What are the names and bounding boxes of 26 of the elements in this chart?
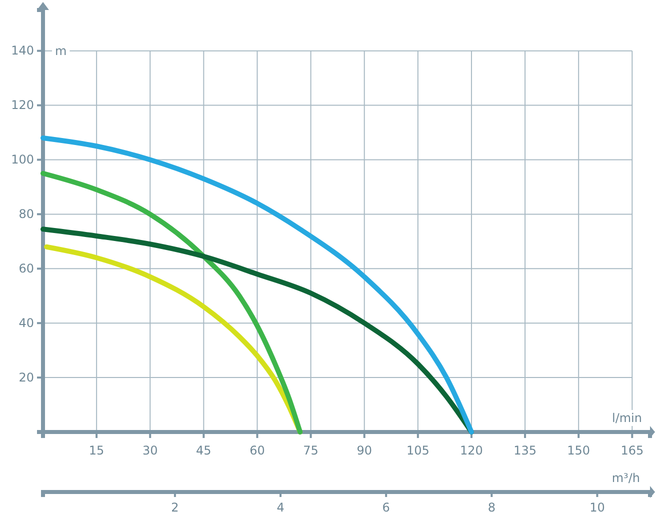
y-tick-label: 140 xyxy=(11,44,34,58)
x2-tick-label: 10 xyxy=(590,500,605,512)
x-tick-label: 60 xyxy=(250,444,265,458)
y-tick-label: 20 xyxy=(18,370,34,384)
x2-tick-label: 4 xyxy=(276,500,284,512)
y-tick-label: 120 xyxy=(11,98,34,112)
x-tick-label: 15 xyxy=(88,444,104,458)
x2-tick-label: 8 xyxy=(488,500,496,512)
x-tick-label: 150 xyxy=(567,444,590,458)
x-tick-label: 120 xyxy=(460,444,483,458)
y-tick-label: 80 xyxy=(18,207,34,222)
x-tick-label: 45 xyxy=(196,444,212,458)
x-tick-label: 135 xyxy=(514,444,536,458)
y-tick-label: 100 xyxy=(11,152,34,167)
x-tick-label: 30 xyxy=(142,444,158,458)
x2-tick-label: 2 xyxy=(171,500,179,512)
x2-axis-title: m³/h xyxy=(612,471,640,485)
x-axis-title: l/min xyxy=(612,411,642,425)
x-tick-label: 105 xyxy=(406,444,430,458)
x-tick-label: 165 xyxy=(620,444,644,458)
x2-tick-label: 6 xyxy=(382,500,390,512)
y-axis-title: m xyxy=(55,44,67,58)
x-tick-label: 90 xyxy=(356,444,372,458)
y-tick-label: 40 xyxy=(18,316,34,330)
y-tick-label: 60 xyxy=(18,261,34,276)
x-tick-label: 75 xyxy=(303,444,318,458)
